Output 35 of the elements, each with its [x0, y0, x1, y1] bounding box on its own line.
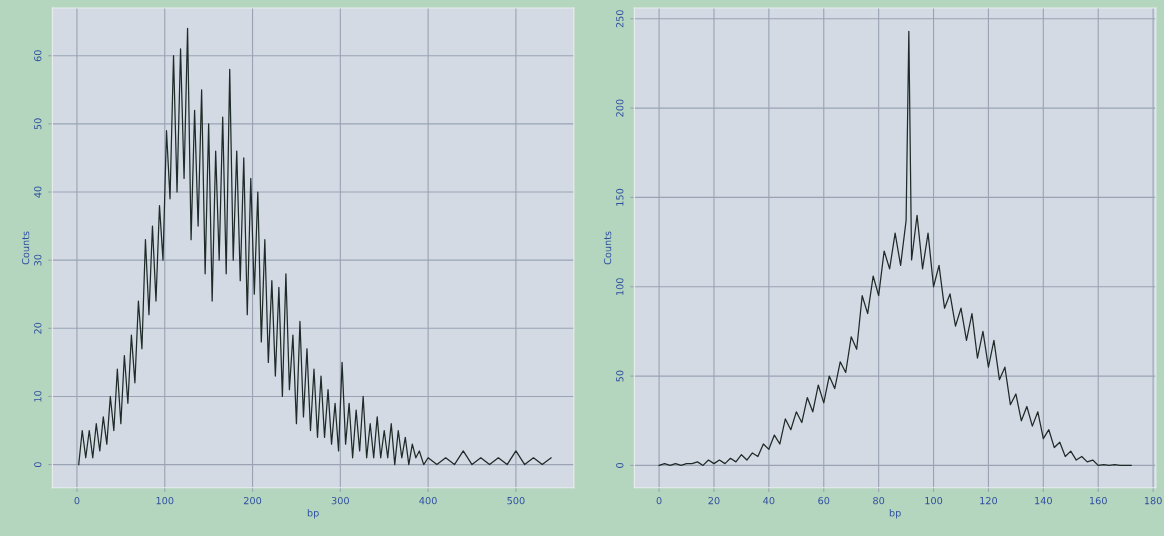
y-tick-label: 50	[616, 370, 624, 382]
x-tick-label: 40	[763, 496, 775, 505]
y-tick-label: 0	[616, 462, 624, 468]
x-tick-label: 60	[818, 496, 830, 505]
x-tick-label: 100	[156, 496, 174, 505]
y-tick-label: 30	[34, 254, 42, 266]
y-tick-label: 150	[616, 188, 624, 206]
x-axis-title: bp	[307, 508, 319, 519]
x-tick-label: 160	[1090, 496, 1107, 505]
x-tick-label: 120	[980, 496, 998, 505]
x-tick-label: 100	[925, 496, 943, 505]
y-tick-label: 50	[34, 118, 42, 130]
x-tick-label: 140	[1035, 496, 1052, 505]
y-axis-title: Counts	[21, 231, 30, 265]
x-tick-label: 500	[507, 496, 525, 505]
y-tick-label: 200	[616, 99, 624, 117]
y-tick-label: 100	[616, 278, 624, 295]
x-tick-label: 0	[656, 496, 662, 505]
x-tick-label: 400	[419, 496, 437, 505]
y-tick-label: 40	[34, 186, 42, 198]
y-tick-label: 20	[34, 322, 42, 334]
x-tick-label: 20	[708, 496, 720, 505]
line-series	[78, 27, 552, 466]
y-tick-label: 60	[34, 50, 42, 62]
x-axis-title: bp	[889, 508, 901, 519]
x-tick-label: 200	[243, 496, 262, 505]
y-tick-label: 0	[34, 462, 42, 468]
y-axis-title: Counts	[603, 231, 612, 265]
x-tick-label: 0	[74, 496, 80, 505]
x-tick-label: 80	[873, 496, 885, 505]
line-series	[658, 30, 1132, 467]
x-tick-label: 180	[1144, 496, 1162, 505]
y-tick-label: 250	[616, 10, 624, 28]
x-tick-label: 300	[331, 496, 349, 505]
y-tick-label: 10	[34, 390, 42, 402]
